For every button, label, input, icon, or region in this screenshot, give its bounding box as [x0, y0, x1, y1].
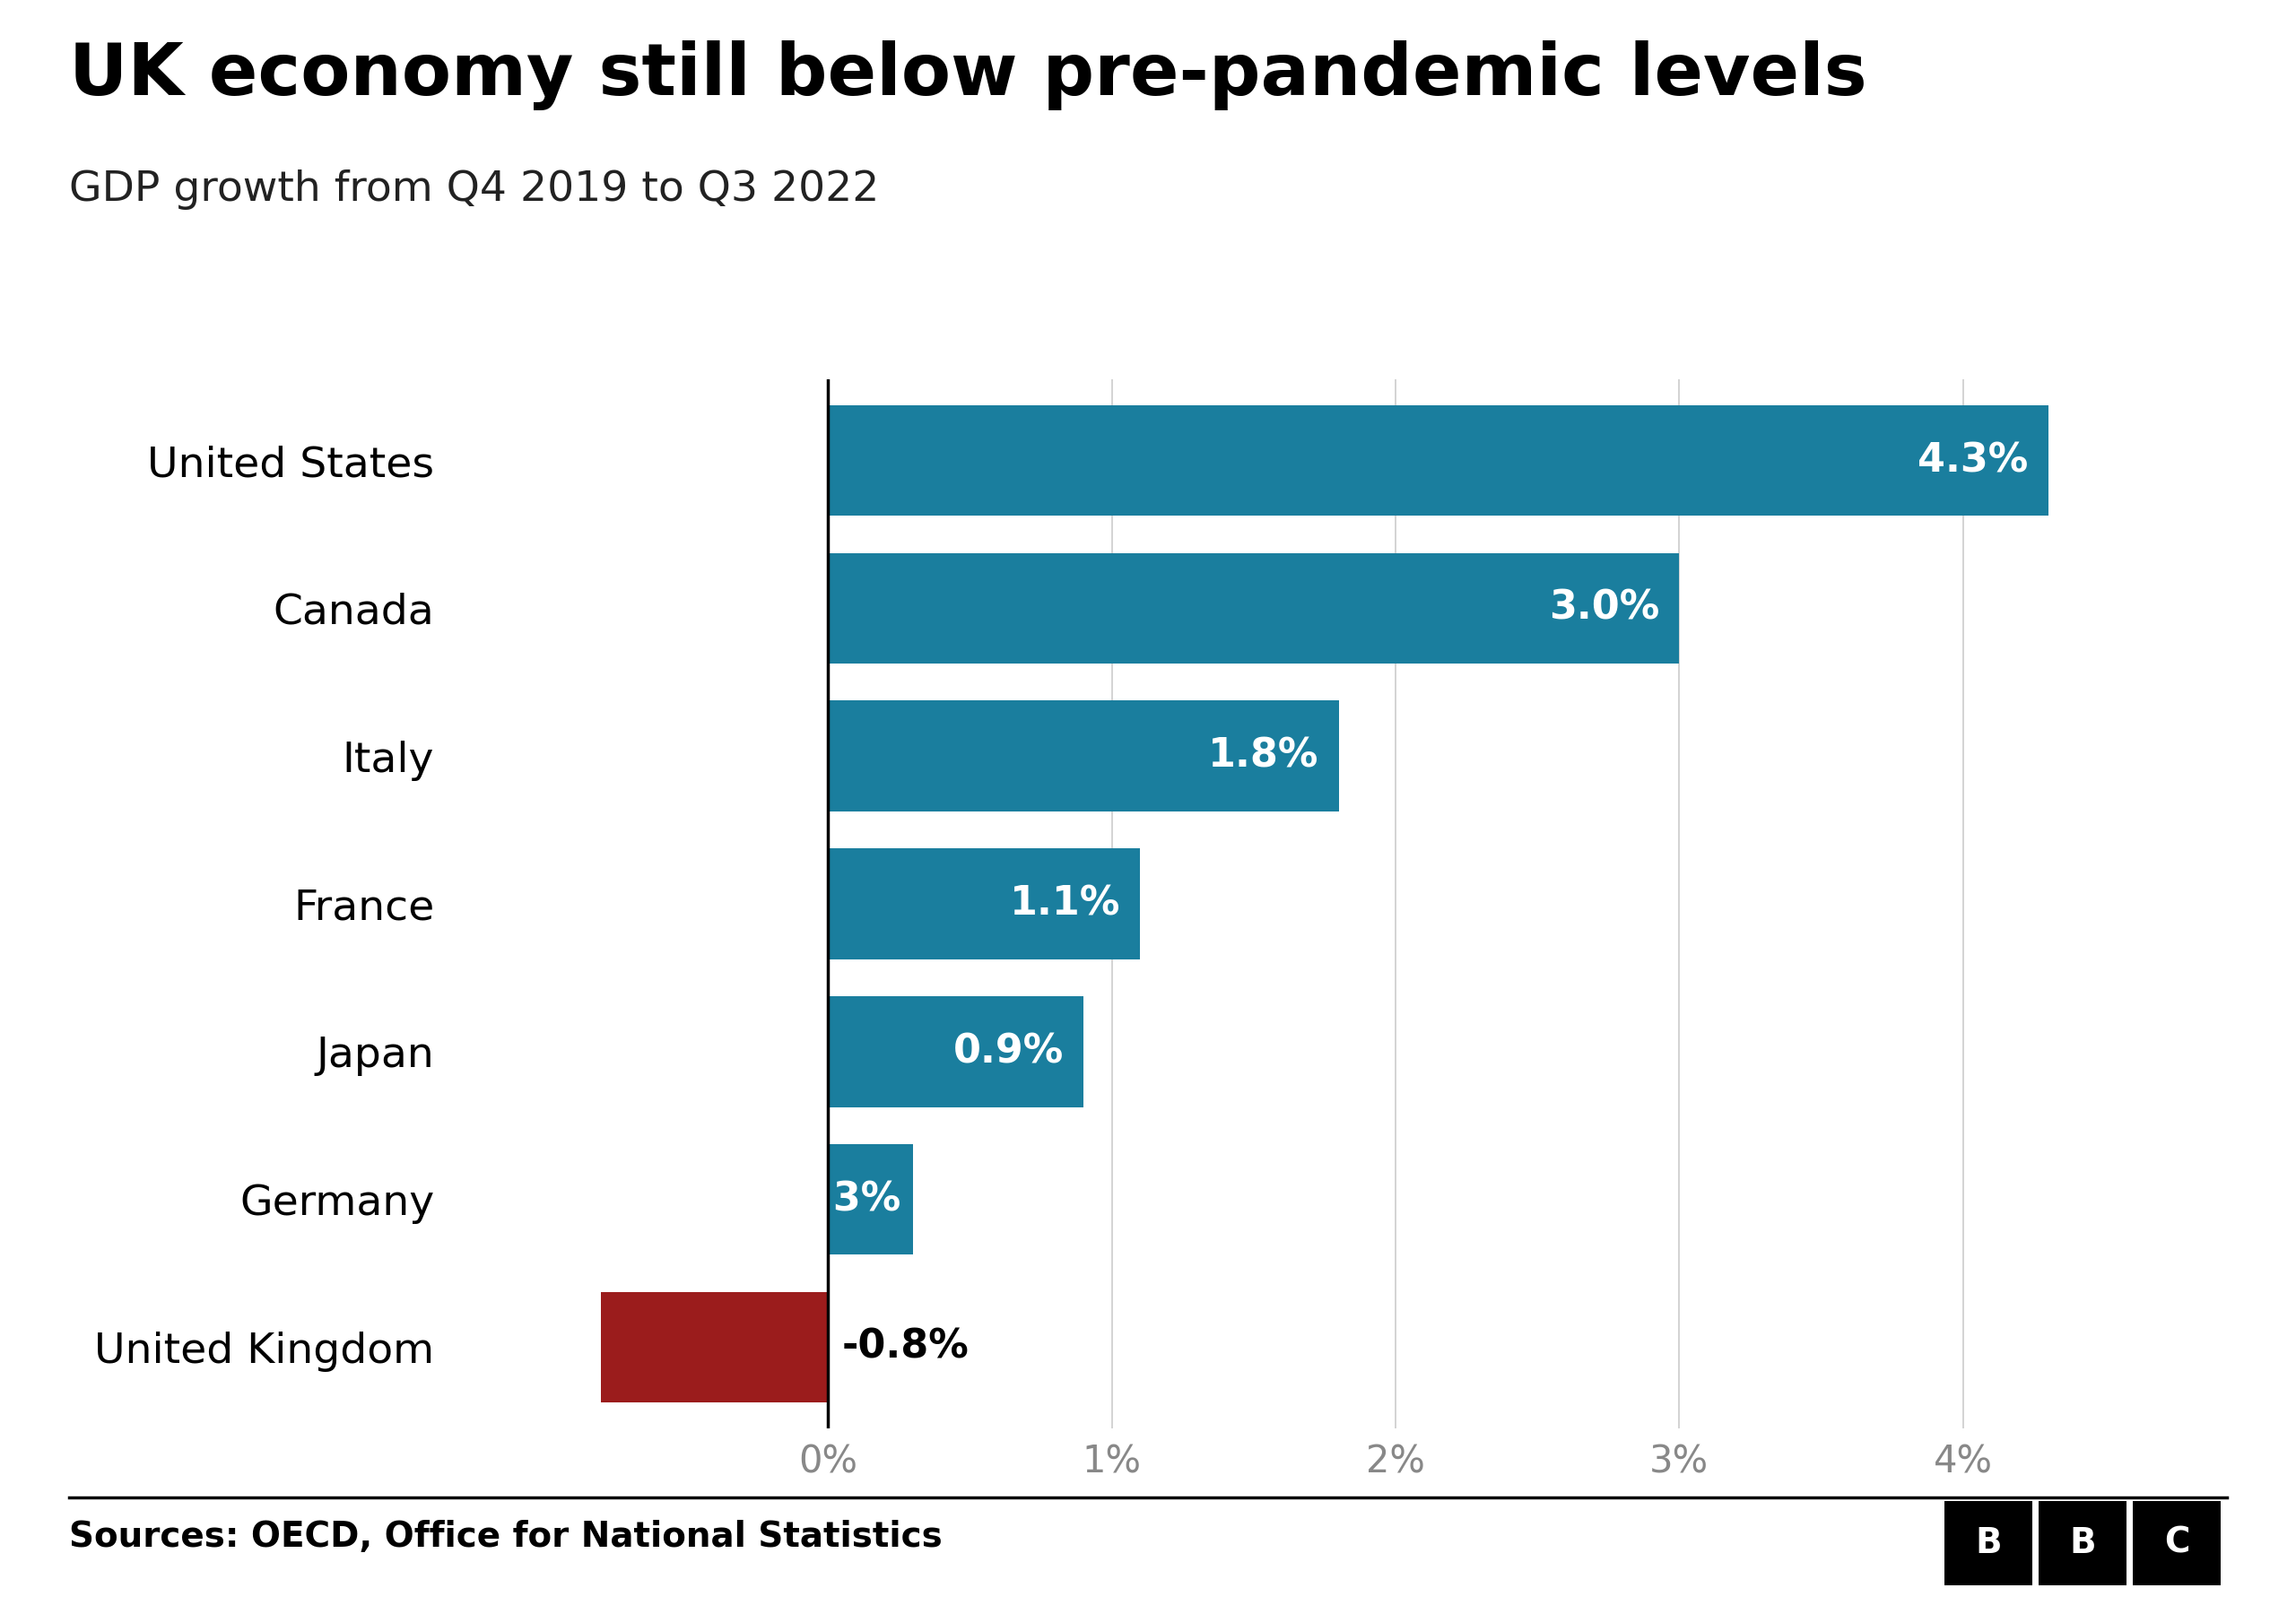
Text: 1.8%: 1.8%	[1208, 738, 1318, 775]
Bar	[829, 996, 1084, 1107]
Bar	[829, 554, 1678, 663]
Text: -0.8%: -0.8%	[843, 1328, 969, 1367]
Text: C: C	[2163, 1525, 2190, 1561]
Text: 0.9%: 0.9%	[953, 1033, 1063, 1070]
Bar	[829, 849, 1141, 959]
Text: Sources: OECD, Office for National Statistics: Sources: OECD, Office for National Stati…	[69, 1519, 941, 1554]
Bar	[829, 700, 1339, 812]
Text: B: B	[1975, 1525, 2002, 1561]
Bar	[829, 405, 2048, 516]
Text: UK economy still below pre-pandemic levels: UK economy still below pre-pandemic leve…	[69, 40, 1867, 110]
Text: B: B	[2069, 1525, 2096, 1561]
Text: 4.3%: 4.3%	[1917, 441, 2027, 479]
Bar	[829, 1144, 914, 1254]
Text: GDP growth from Q4 2019 to Q3 2022: GDP growth from Q4 2019 to Q3 2022	[69, 169, 879, 210]
Bar	[602, 1291, 829, 1403]
Text: 3.0%: 3.0%	[1550, 589, 1660, 628]
Text: 0.3%: 0.3%	[792, 1180, 902, 1219]
Text: 1.1%: 1.1%	[1010, 884, 1120, 923]
